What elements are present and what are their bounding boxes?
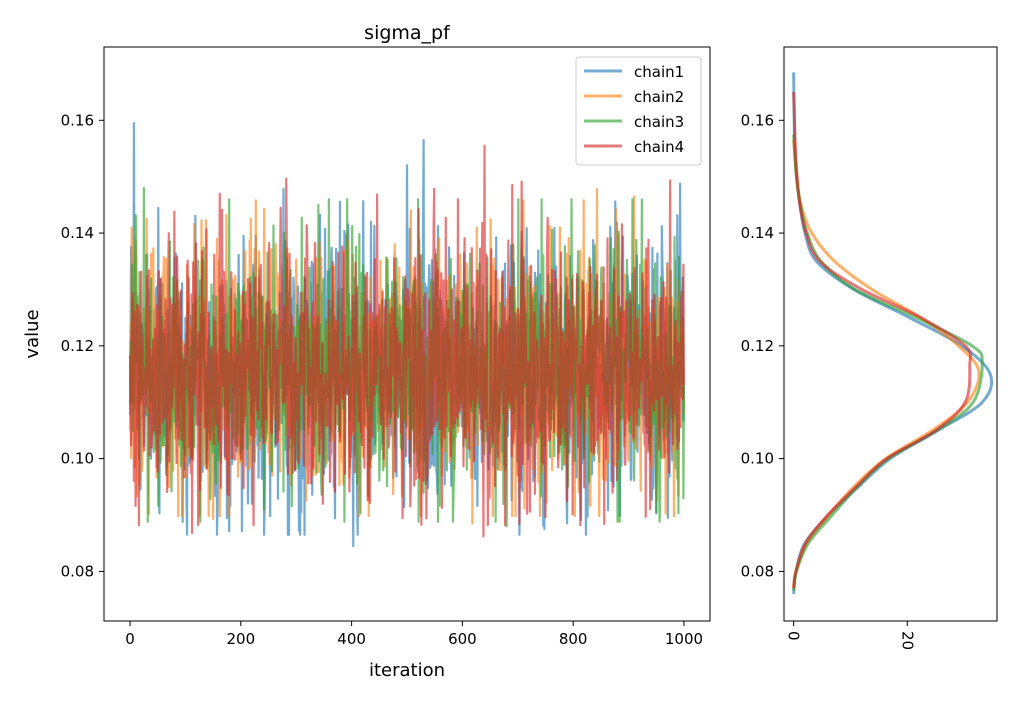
- y-tick-label: 0.16: [61, 111, 94, 129]
- legend-label-chain2: chain2: [634, 88, 684, 106]
- x-tick-label: 800: [559, 630, 588, 648]
- kde-plot: 0 20 0.08 0.10 0.12 0.14 0.16: [741, 46, 998, 650]
- trace-y-label: value: [22, 309, 43, 358]
- x-tick-label: 1000: [665, 630, 703, 648]
- kde-x-axis: 0 20: [785, 621, 916, 650]
- x-tick-label: 600: [448, 630, 477, 648]
- x-tick-label: 200: [227, 630, 256, 648]
- y-tick-label: 0.12: [741, 337, 774, 355]
- kde-series-layer: [792, 72, 994, 595]
- x-tick-label: 0: [785, 631, 803, 641]
- trace-line-chain4: [128, 144, 686, 538]
- trace-title: sigma_pf: [364, 22, 451, 44]
- trace-axes-frame: [103, 46, 711, 622]
- y-tick-label: 0.08: [741, 562, 774, 580]
- y-tick-label: 0.16: [741, 111, 774, 129]
- y-tick-label: 0.10: [741, 450, 774, 468]
- y-tick-label: 0.10: [61, 450, 94, 468]
- y-tick-label: 0.14: [61, 224, 94, 242]
- trace-y-axis: 0.08 0.10 0.12 0.14 0.16: [61, 111, 104, 580]
- trace-series-layer: [128, 122, 686, 548]
- x-tick-label: 20: [898, 631, 916, 650]
- trace-x-label: iteration: [369, 660, 445, 681]
- trace-plot: sigma_pf 0 200 400 600 800 1000 0.080.100.120…: [22, 22, 711, 681]
- kde-curve-chain4: [792, 92, 973, 589]
- kde-axes-frame: [783, 46, 998, 622]
- legend: chain1 chain2 chain3 chain4: [575, 56, 702, 166]
- legend-box: [575, 56, 702, 166]
- y-tick-label: 0.12: [61, 337, 94, 355]
- x-tick-label: 0: [125, 630, 135, 648]
- legend-label-chain4: chain4: [634, 138, 684, 156]
- legend-label-chain3: chain3: [634, 113, 684, 131]
- y-tick-label: 0.14: [741, 224, 774, 242]
- y-tick-label: 0.08: [61, 562, 94, 580]
- kde-curve-chain1: [792, 72, 994, 595]
- legend-label-chain1: chain1: [634, 63, 684, 81]
- trace-x-axis: 0 200 400 600 800 1000: [125, 621, 703, 648]
- x-tick-label: 400: [337, 630, 366, 648]
- kde-y-axis: 0.08 0.10 0.12 0.14 0.16: [741, 111, 784, 580]
